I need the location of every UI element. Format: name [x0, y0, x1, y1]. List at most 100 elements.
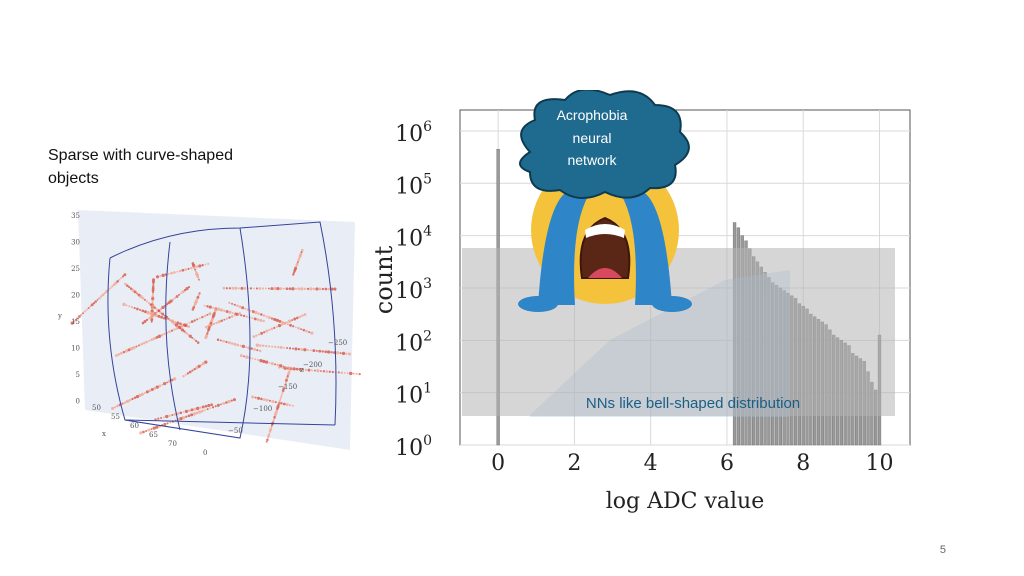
bounding-box — [107, 221, 337, 439]
track-hit — [206, 408, 209, 411]
track-hit — [318, 349, 322, 353]
track-hit — [173, 296, 177, 300]
track-hit — [297, 259, 300, 262]
track-hit — [204, 263, 207, 266]
track-hit — [149, 312, 153, 316]
track-hit — [193, 367, 196, 371]
track-hit — [254, 358, 257, 361]
track-hit — [195, 366, 199, 370]
track-hit — [121, 402, 124, 405]
x-tick-labels: 0 2 4 6 8 10 — [491, 451, 893, 476]
track-hit — [234, 286, 238, 290]
track-hit — [310, 331, 314, 335]
track-hit — [268, 361, 271, 364]
track-hit — [270, 426, 273, 429]
track-hit — [300, 287, 304, 291]
thought-cloud-line-3: network — [567, 152, 617, 168]
track-hit — [157, 314, 161, 318]
track-hit — [150, 428, 153, 431]
track-hit — [289, 323, 292, 327]
track-hit — [80, 313, 83, 317]
track-hit — [117, 353, 121, 356]
track-hit — [280, 393, 283, 396]
track-hit — [176, 270, 179, 273]
track-hit — [214, 405, 217, 408]
track-hit — [181, 268, 185, 272]
track-hit — [272, 418, 275, 421]
track-hit — [166, 422, 169, 425]
track-hit — [262, 398, 266, 401]
track-hit — [144, 310, 147, 314]
track-hit — [152, 283, 155, 285]
x-tick-label: 4 — [644, 451, 658, 476]
track-hit — [148, 339, 151, 342]
track-hit — [163, 316, 166, 320]
track-hit — [105, 289, 109, 293]
track-hit — [236, 343, 240, 347]
track-hit — [173, 328, 176, 331]
track-hit — [291, 367, 293, 370]
track-hit — [198, 410, 202, 414]
track-hit — [109, 287, 112, 290]
track-hit — [203, 314, 207, 318]
track-hit — [161, 383, 164, 386]
track-hit — [133, 307, 136, 310]
track-hit — [337, 371, 340, 374]
track-hit — [228, 310, 232, 314]
track-hit — [182, 411, 185, 414]
track-hit — [223, 318, 226, 321]
track-hit — [280, 395, 283, 398]
track-hit — [197, 276, 200, 279]
track-hit — [255, 343, 260, 347]
track-hit — [192, 306, 196, 309]
track-hit — [288, 347, 292, 350]
y-tick-label: 103 — [395, 276, 432, 304]
track-hit — [295, 262, 299, 266]
track-hit — [161, 305, 165, 310]
x-tick: 65 — [149, 431, 158, 439]
track-hit — [139, 431, 143, 435]
track-hit — [111, 406, 115, 410]
track-hit — [220, 403, 222, 406]
track-hit — [233, 342, 237, 346]
track-hit — [183, 330, 186, 333]
track-hit — [228, 301, 231, 305]
track-hit — [213, 309, 217, 313]
track-hit — [123, 273, 127, 277]
track-hit — [82, 312, 85, 315]
y-tick-label: 105 — [395, 171, 432, 199]
track-hit — [214, 306, 218, 311]
track-hit — [233, 314, 236, 317]
track-hit — [254, 396, 257, 399]
track-hit — [245, 315, 249, 318]
track-hit — [256, 349, 259, 352]
track-hit — [282, 402, 286, 406]
track-hit — [241, 306, 245, 310]
track-hit — [327, 287, 331, 291]
track-hit — [143, 319, 147, 324]
track-hit — [251, 395, 255, 399]
track-hit — [355, 372, 358, 375]
track-hit — [168, 330, 171, 334]
track-hit — [78, 315, 81, 318]
track-hit — [238, 305, 242, 309]
track-hit — [211, 406, 215, 409]
track-hit — [281, 391, 284, 394]
track-hit — [166, 381, 169, 384]
track-hit — [114, 281, 118, 285]
x-tick-label: 10 — [865, 451, 893, 476]
track-hit — [260, 397, 263, 401]
track-hit — [151, 293, 154, 296]
y-axis-label: y — [57, 312, 62, 320]
track-hit — [167, 301, 171, 305]
track-hit — [346, 372, 349, 375]
track-hit — [269, 428, 273, 432]
track-hit — [130, 306, 134, 309]
track-hit — [165, 414, 169, 419]
track-hit — [124, 282, 127, 286]
track-hit — [285, 287, 289, 291]
track-hit — [273, 286, 277, 291]
track-hit — [306, 348, 309, 352]
track-hit — [148, 389, 152, 393]
track-hit — [153, 386, 157, 390]
